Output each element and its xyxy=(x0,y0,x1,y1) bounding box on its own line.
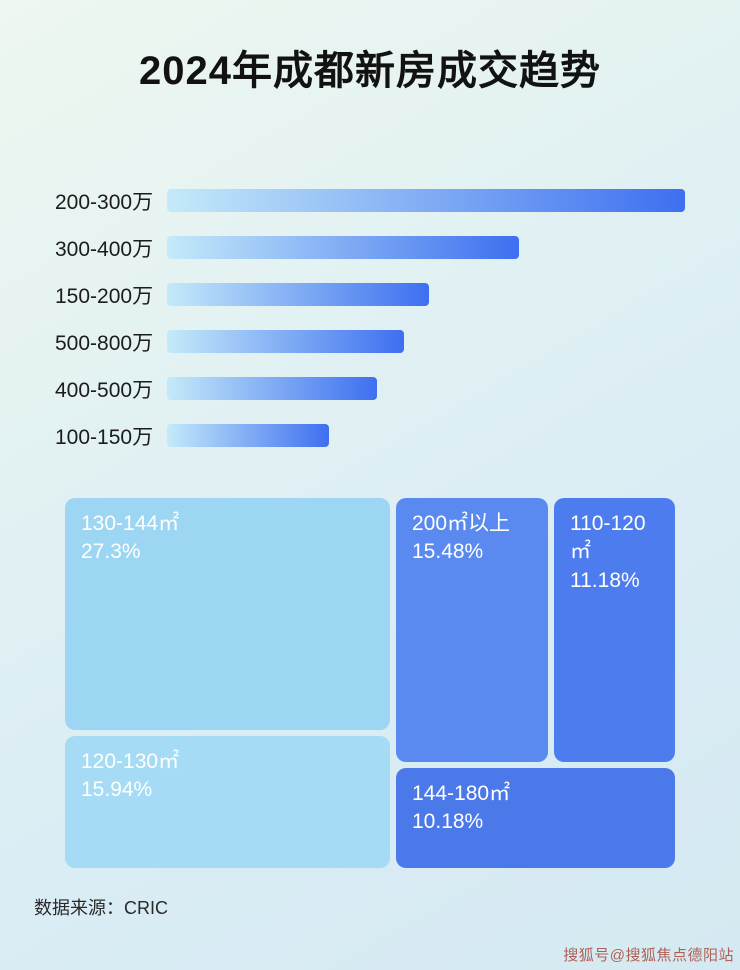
treemap-block: 144-180㎡ 10.18% xyxy=(396,768,675,868)
bar xyxy=(167,424,330,447)
bar-track xyxy=(167,330,685,353)
treemap-block-label: 200㎡以上 xyxy=(412,512,511,535)
bar-category-label: 100-150万 xyxy=(55,425,154,449)
bar-track xyxy=(167,424,685,447)
treemap-block-label: 130-144㎡ xyxy=(81,512,180,535)
bar xyxy=(167,330,405,353)
treemap-block-label: 120-130㎡ xyxy=(81,750,180,773)
treemap-block: 130-144㎡ 27.3% xyxy=(65,498,390,730)
treemap-block: 200㎡以上 15.48% xyxy=(396,498,548,762)
treemap-block: 120-130㎡ 15.94% xyxy=(65,736,390,868)
bar-category-label: 300-400万 xyxy=(55,237,154,261)
watermark-label: 搜狐号@搜狐焦点德阳站 xyxy=(563,947,734,964)
treemap-block: 110-120㎡ 11.18% xyxy=(554,498,675,762)
bar-row: 200-300万 xyxy=(55,177,685,224)
data-source-label: 数据来源：CRIC xyxy=(34,898,168,918)
treemap-block-value: 11.18% xyxy=(570,568,640,592)
bar-row: 100-150万 xyxy=(55,412,685,459)
bar xyxy=(167,377,378,400)
bar-track xyxy=(167,377,685,400)
bar xyxy=(167,283,429,306)
page-title: 2024年成都新房成交趋势 xyxy=(139,49,601,93)
treemap-block-value: 15.94% xyxy=(81,778,153,802)
bar-track xyxy=(167,189,685,212)
unit-area-treemap: 130-144㎡ 27.3% 200㎡以上 15.48% 110-120㎡ 11.18% 1… xyxy=(65,498,675,868)
bar-category-label: 150-200万 xyxy=(55,284,154,308)
bar-row: 400-500万 xyxy=(55,365,685,412)
treemap-block-label: 110-120㎡ xyxy=(570,512,646,564)
bar-track xyxy=(167,283,685,306)
bar-row: 500-800万 xyxy=(55,318,685,365)
treemap-block-label: 144-180㎡ xyxy=(412,782,511,805)
bar xyxy=(167,236,520,259)
bar-category-label: 500-800万 xyxy=(55,331,154,355)
bar-category-label: 200-300万 xyxy=(55,190,154,214)
treemap-block-value: 10.18% xyxy=(412,810,484,834)
bar-row: 300-400万 xyxy=(55,224,685,271)
treemap-block-value: 15.48% xyxy=(412,540,484,564)
price-range-bar-chart: 200-300万 300-400万 150-200万 500-800万 400-500万… xyxy=(55,177,685,459)
bar-track xyxy=(167,236,685,259)
bar-row: 150-200万 xyxy=(55,271,685,318)
bar xyxy=(167,189,685,212)
bar-category-label: 400-500万 xyxy=(55,378,154,402)
treemap-block-value: 27.3% xyxy=(81,540,141,564)
